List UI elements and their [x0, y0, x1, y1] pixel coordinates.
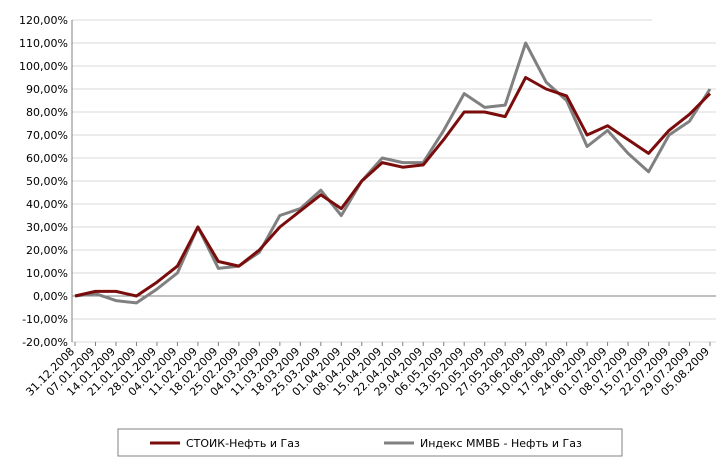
y-tick-label: 110,00% — [19, 37, 68, 50]
y-tick-label: 80,00% — [26, 106, 68, 119]
y-tick-label: 120,00% — [19, 14, 68, 27]
legend-label: Индекс ММВБ - Нефть и Газ — [420, 437, 582, 450]
y-tick-label: 0,00% — [33, 290, 68, 303]
y-tick-label: -20,00% — [22, 336, 68, 349]
y-tick-label: 40,00% — [26, 198, 68, 211]
legend-box — [117, 428, 623, 457]
legend-label: СТОИК-Нефть и Газ — [186, 437, 300, 450]
y-tick-label: 60,00% — [26, 152, 68, 165]
y-tick-label: -10,00% — [22, 313, 68, 326]
y-tick-label: 10,00% — [26, 267, 68, 280]
y-tick-label: 70,00% — [26, 129, 68, 142]
y-tick-label: 90,00% — [26, 83, 68, 96]
y-tick-label: 100,00% — [19, 60, 68, 73]
series-line — [74, 41, 712, 305]
y-tick-label: 50,00% — [26, 175, 68, 188]
y-tick-label: 30,00% — [26, 221, 68, 234]
series-line — [74, 76, 712, 298]
y-tick-label: 20,00% — [26, 244, 68, 257]
